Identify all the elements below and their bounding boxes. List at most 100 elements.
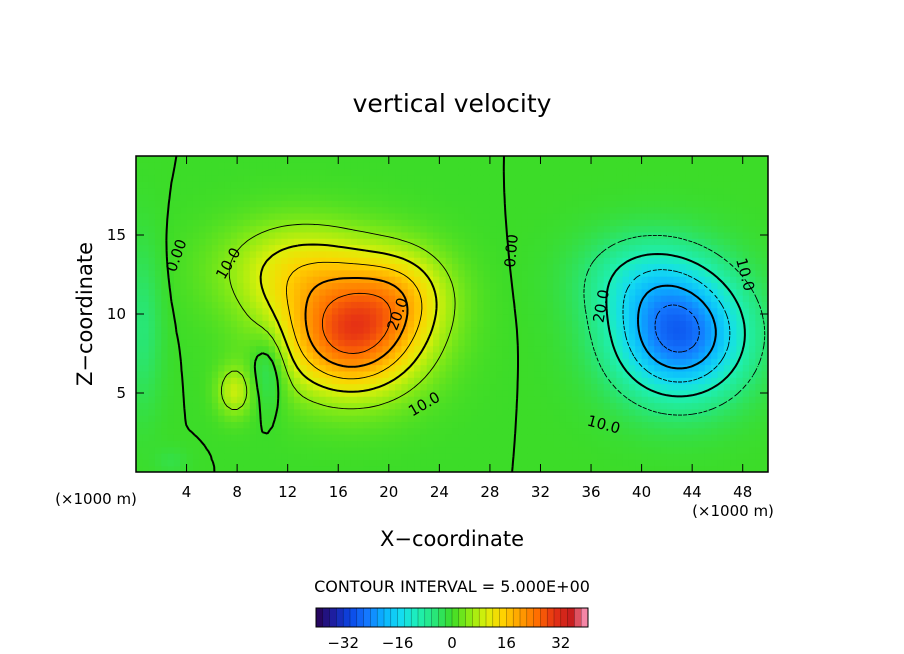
field-cell — [489, 162, 497, 170]
field-cell — [527, 345, 535, 353]
field-cell — [211, 440, 219, 448]
field-cell — [635, 295, 643, 302]
field-cell — [717, 351, 725, 359]
field-cell — [300, 288, 308, 296]
field-cell — [553, 440, 561, 448]
field-cell — [565, 263, 573, 271]
field-cell — [414, 320, 421, 328]
field-cell — [565, 295, 573, 302]
field-cell — [350, 339, 358, 347]
field-cell — [610, 225, 617, 233]
field-cell — [350, 326, 358, 334]
field-cell — [761, 212, 768, 220]
field-cell — [761, 193, 768, 201]
field-cell — [426, 244, 434, 252]
field-cell — [591, 250, 598, 258]
field-cell — [534, 415, 542, 423]
field-cell — [723, 168, 731, 176]
field-cell — [142, 168, 150, 176]
field-cell — [647, 345, 655, 353]
field-cell — [578, 231, 586, 239]
field-cell — [685, 465, 693, 472]
field-cell — [616, 156, 624, 163]
field-cell — [161, 446, 169, 454]
field-cell — [565, 156, 573, 163]
field-cell — [559, 465, 567, 472]
field-cell — [736, 206, 744, 214]
field-cell — [546, 377, 554, 385]
field-cell — [369, 231, 377, 239]
field-cell — [230, 465, 238, 472]
field-cell — [717, 446, 725, 454]
field-cell — [445, 402, 453, 410]
field-cell — [224, 320, 232, 328]
field-cell — [154, 301, 162, 309]
field-cell — [167, 219, 175, 227]
field-cell — [161, 295, 169, 302]
field-cell — [281, 339, 289, 347]
field-cell — [211, 282, 219, 290]
field-cell — [540, 193, 548, 201]
field-cell — [515, 402, 523, 410]
field-cell — [685, 200, 693, 208]
field-cell — [508, 250, 516, 258]
field-cell — [344, 238, 352, 246]
field-cell — [508, 383, 516, 391]
field-cell — [527, 168, 535, 176]
field-cell — [572, 364, 579, 372]
field-cell — [224, 314, 232, 321]
field-cell — [300, 326, 308, 334]
field-cell — [527, 351, 535, 359]
field-cell — [439, 459, 447, 467]
field-cell — [357, 396, 365, 404]
field-cell — [395, 446, 403, 454]
field-cell — [192, 193, 200, 201]
field-cell — [401, 370, 409, 378]
field-cell — [704, 465, 712, 472]
field-cell — [161, 339, 169, 347]
field-cell — [616, 225, 624, 233]
field-cell — [287, 408, 295, 416]
field-cell — [148, 238, 156, 246]
field-cell — [249, 269, 257, 277]
field-cell — [452, 212, 459, 220]
field-cell — [180, 225, 188, 233]
field-cell — [211, 301, 219, 309]
field-cell — [666, 307, 674, 315]
field-cell — [186, 370, 194, 378]
field-cell — [357, 263, 365, 271]
field-cell — [452, 282, 459, 290]
field-cell — [692, 168, 700, 176]
field-cell — [610, 440, 617, 448]
field-cell — [685, 231, 693, 239]
field-cell — [306, 320, 314, 328]
field-cell — [186, 364, 194, 372]
field-cell — [414, 168, 421, 176]
field-cell — [452, 326, 459, 334]
field-cell — [717, 231, 725, 239]
field-cell — [186, 276, 194, 283]
field-cell — [673, 244, 681, 252]
field-cell — [572, 193, 579, 201]
field-cell — [230, 301, 238, 309]
field-cell — [218, 446, 226, 454]
field-cell — [527, 282, 535, 290]
field-cell — [218, 206, 226, 214]
field-cell — [515, 200, 523, 208]
field-cell — [142, 244, 150, 252]
field-cell — [211, 345, 219, 353]
field-cell — [603, 257, 611, 265]
field-cell — [211, 415, 219, 423]
field-cell — [483, 244, 491, 252]
field-cell — [597, 174, 605, 182]
field-cell — [755, 358, 763, 366]
field-cell — [388, 225, 396, 233]
field-cell — [559, 434, 567, 441]
field-cell — [154, 415, 162, 423]
field-cell — [312, 383, 320, 391]
field-cell — [679, 402, 687, 410]
field-cell — [553, 446, 561, 454]
field-cell — [572, 415, 579, 423]
field-cell — [439, 206, 447, 214]
field-cell — [502, 193, 510, 201]
